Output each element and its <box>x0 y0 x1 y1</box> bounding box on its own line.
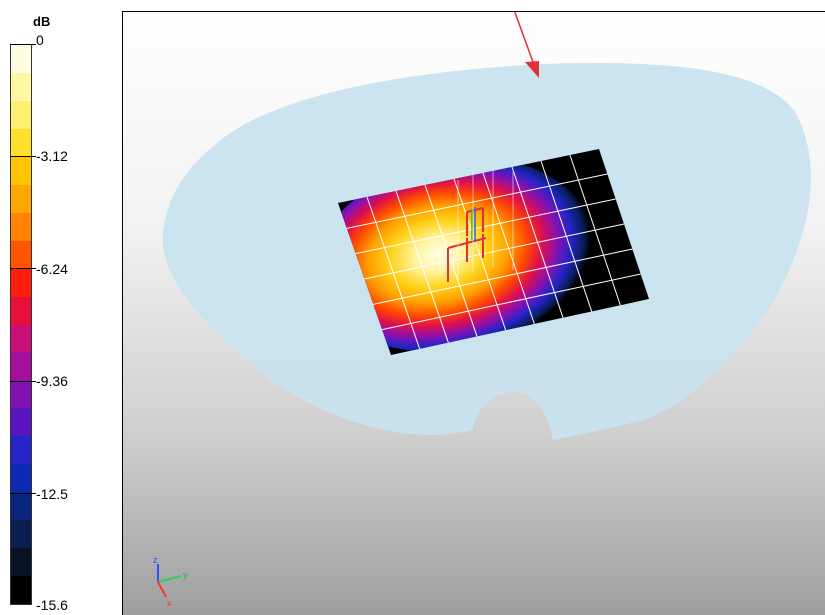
axis-x-label: x <box>167 598 172 608</box>
legend-tick-label-1: -3.12 <box>36 148 68 164</box>
legend-color-segment <box>11 296 31 325</box>
legend-color-bar <box>10 44 32 605</box>
legend-color-segment <box>11 184 31 213</box>
legend-color-segment <box>11 352 31 381</box>
legend-color-segment <box>11 240 31 269</box>
heatmap <box>338 158 592 352</box>
color-legend: dB 0 -3.12 -6.24 -9.36 -12.5 -15.6 <box>0 0 120 615</box>
grid-line <box>346 173 608 229</box>
legend-unit-label: dB <box>33 14 51 29</box>
3d-viewport[interactable]: z y x <box>122 11 825 615</box>
axis-triad: z y x <box>153 555 188 608</box>
legend-color-segment <box>11 268 31 297</box>
legend-color-segment <box>11 156 31 185</box>
legend-color-segment <box>11 324 31 353</box>
grid-line <box>373 248 633 305</box>
legend-color-segment <box>11 100 31 129</box>
legend-tick-mark <box>10 268 36 269</box>
legend-tick-label-5: -15.6 <box>36 597 68 613</box>
dipole-antenna <box>447 207 487 282</box>
legend-tick-mark <box>10 156 36 157</box>
legend-tick-mark <box>10 44 36 45</box>
grid-line <box>355 198 616 255</box>
legend-color-segment <box>11 464 31 493</box>
field-scene: z y x <box>153 12 811 608</box>
legend-color-segment <box>11 520 31 549</box>
legend-tick-label-3: -9.36 <box>36 373 68 389</box>
legend-color-segment <box>11 408 31 437</box>
legend-color-segment <box>11 212 31 241</box>
field-lines <box>457 170 514 280</box>
legend-color-segment <box>11 380 31 409</box>
grid-line <box>364 223 625 280</box>
direction-arrow <box>514 12 539 78</box>
grid-lines <box>346 154 641 349</box>
legend-color-segment <box>11 128 31 157</box>
axis-z-label: z <box>153 555 158 565</box>
legend-color-segment <box>11 548 31 577</box>
axis-y-label: y <box>183 570 188 580</box>
legend-tick-label-4: -12.5 <box>36 486 68 502</box>
grid-line <box>382 273 641 331</box>
legend-color-segment <box>11 72 31 101</box>
legend-tick-label-2: -6.24 <box>36 261 68 277</box>
legend-tick-mark <box>10 493 36 494</box>
legend-tick-mark <box>10 381 36 382</box>
legend-tick-label-0: 0 <box>36 32 44 48</box>
legend-color-segment <box>11 45 31 73</box>
legend-color-segment <box>11 492 31 521</box>
legend-color-segment <box>11 576 31 605</box>
legend-color-segment <box>11 436 31 465</box>
